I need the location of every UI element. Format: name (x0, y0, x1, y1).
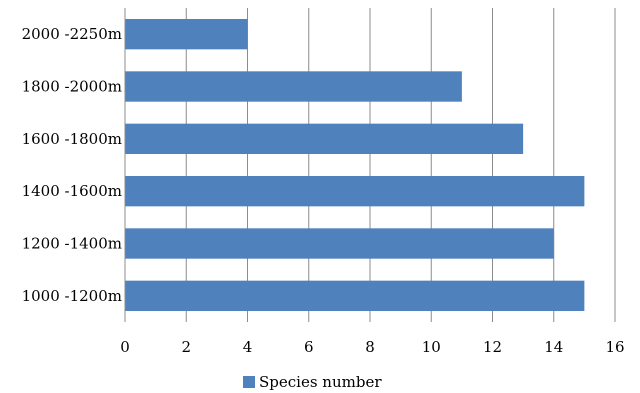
category-label: 1000 -1200m (22, 287, 122, 305)
category-labels: 1000 -1200m 1200 -1400m 1400 -1600m 1600 -1… (22, 25, 122, 305)
x-tick-label: 14 (544, 338, 563, 356)
category-label: 1200 -1400m (22, 235, 122, 253)
x-tick-label: 10 (422, 338, 441, 356)
bar (125, 71, 462, 102)
bar (125, 123, 524, 155)
category-label: 2000 -2250m (22, 25, 122, 43)
x-tick-labels: 0 2 4 6 8 10 12 14 16 (120, 338, 624, 356)
category-label: 1600 -1800m (22, 130, 122, 148)
legend-label: Species number (259, 373, 382, 391)
category-label: 1800 -2000m (22, 78, 122, 96)
legend: Species number (243, 373, 382, 391)
x-tick-label: 4 (243, 338, 253, 356)
x-tick-label: 12 (483, 338, 502, 356)
category-label: 1400 -1600m (22, 182, 122, 200)
bar (125, 228, 554, 259)
legend-swatch (243, 376, 255, 388)
x-tick-label: 6 (304, 338, 314, 356)
x-tick-label: 0 (120, 338, 130, 356)
bar (125, 18, 248, 50)
bars (125, 18, 585, 312)
bar (125, 175, 585, 207)
x-tick-label: 16 (605, 338, 624, 356)
x-tick-label: 2 (181, 338, 191, 356)
x-tick-label: 8 (365, 338, 375, 356)
gridlines (185, 8, 616, 322)
bar (125, 280, 585, 312)
